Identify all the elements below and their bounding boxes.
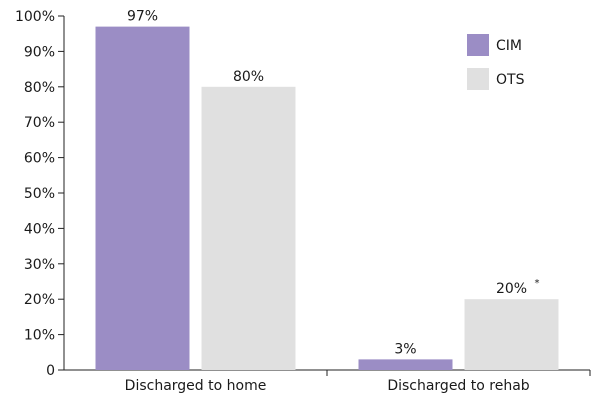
category-label: Discharged to home — [125, 378, 267, 394]
y-ticks: 0 10% 20% 30% 40% 50% 60% 70% 80% 90% 100% — [15, 9, 64, 379]
bars — [95, 26, 559, 371]
bar-cim — [95, 26, 190, 371]
data-labels: 97% 80% 3% 20% * — [127, 9, 540, 358]
y-tick-label: 70% — [24, 115, 55, 131]
y-tick-label: 90% — [24, 44, 55, 60]
y-tick-label: 40% — [24, 221, 55, 237]
legend-label: CIM — [496, 38, 522, 54]
y-tick-label: 50% — [24, 186, 55, 202]
y-tick-label: 10% — [24, 328, 55, 344]
legend-swatch-cim — [467, 34, 489, 56]
legend-label: OTS — [496, 72, 525, 88]
y-tick-label: 100% — [15, 9, 55, 25]
legend-swatch-ots — [467, 68, 489, 90]
y-tick-label: 30% — [24, 257, 55, 273]
y-tick-label: 80% — [24, 80, 55, 96]
data-label: 3% — [394, 341, 416, 357]
significance-marker: * — [535, 278, 540, 289]
y-tick-label: 0 — [46, 363, 55, 379]
y-tick-label: 20% — [24, 292, 55, 308]
data-label: 80% — [233, 69, 264, 85]
legend: CIM OTS — [467, 34, 525, 90]
category-label: Discharged to rehab — [387, 378, 529, 394]
x-ticks: Discharged to home Discharged to rehab — [125, 370, 591, 394]
data-label: 97% — [127, 9, 158, 25]
data-label: 20% — [496, 281, 527, 297]
bar-cim — [358, 359, 453, 370]
bar-ots — [201, 86, 296, 371]
y-tick-label: 60% — [24, 151, 55, 167]
bar-ots — [464, 299, 559, 370]
